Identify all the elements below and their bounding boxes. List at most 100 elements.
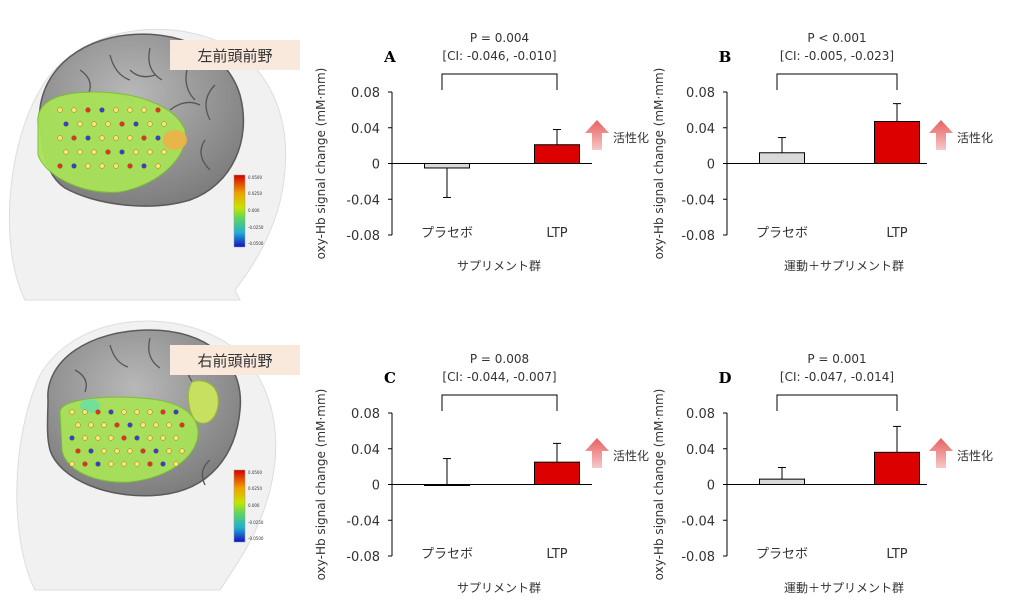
y-tick-label: 0.04 (351, 443, 380, 458)
channel-dot (153, 448, 159, 454)
category-label: プラセボ (421, 547, 473, 562)
y-tick-label: 0.08 (686, 86, 715, 101)
charts-layer: A 0.08 0.04 0 -0.04 -0.08 oxy-Hb signal change… (314, 31, 993, 595)
region-label: 左前頭前野 (197, 47, 272, 65)
channel-dot (121, 435, 127, 441)
region-label-box (170, 40, 300, 70)
channel-dot (147, 409, 153, 415)
category-label: LTP (546, 547, 567, 562)
channel-dot (95, 409, 101, 415)
scale-tick: -0.0250 (248, 225, 264, 230)
channel-dot (127, 422, 133, 428)
channel-dot (99, 107, 105, 113)
channel-dot (173, 435, 179, 441)
bar-placebo (759, 152, 805, 164)
y-tick-label: 0.04 (686, 122, 715, 137)
channel-dot (179, 448, 185, 454)
color-scale-bar (233, 469, 246, 543)
channel-dot (75, 422, 81, 428)
chart-panel-b: B 0.08 0.04 0 -0.04 -0.08 oxy-Hb signal change… (652, 31, 993, 273)
scale-tick: 0.000 (248, 208, 260, 213)
activation-label: 活性化 (957, 449, 993, 463)
channel-dot (127, 107, 133, 113)
y-tick-label: -0.08 (681, 229, 715, 244)
channel-dot (63, 149, 69, 155)
channel-dot (134, 461, 140, 467)
activation-overlay (59, 396, 199, 483)
channel-dot (173, 461, 179, 467)
significance-bracket (441, 73, 558, 90)
y-tick-label: 0 (707, 158, 715, 173)
channel-dot (155, 107, 161, 113)
y-tick-label: 0.08 (351, 407, 380, 422)
up-arrow-icon (929, 120, 953, 150)
channel-dot (91, 149, 97, 155)
channel-dot (82, 461, 88, 467)
bar-ltp (874, 120, 920, 164)
channel-dot (105, 121, 111, 127)
up-arrow-icon (585, 120, 609, 150)
channel-dot (141, 107, 147, 113)
chart-panel-a: A 0.08 0.04 0 -0.04 -0.08 oxy-Hb signal change… (314, 31, 649, 273)
y-axis-title: oxy-Hb signal change (mM·mm) (652, 389, 666, 581)
y-tick-label: 0.04 (351, 122, 380, 137)
channel-dot (166, 422, 172, 428)
channel-dot (77, 121, 83, 127)
channel-dot (160, 461, 166, 467)
channel-dot (99, 135, 105, 141)
channel-dot (113, 163, 119, 169)
significance-bracket (776, 73, 898, 90)
y-tick-label: -0.04 (346, 514, 380, 529)
channel-dot (160, 435, 166, 441)
channel-dot (173, 409, 179, 415)
channel-dot (75, 448, 81, 454)
y-axis-title: oxy-Hb signal change (mM·mm) (652, 68, 666, 260)
channel-dot (91, 121, 97, 127)
channel-dot (57, 135, 63, 141)
confidence-interval: [CI: -0.005, -0.023] (780, 49, 894, 63)
scale-tick: -0.0250 (248, 520, 264, 525)
scale-tick: 0.0250 (248, 191, 262, 196)
up-arrow-icon (585, 438, 609, 468)
y-tick-label: -0.04 (681, 514, 715, 529)
y-axis-title: oxy-Hb signal change (mM·mm) (314, 389, 328, 581)
channel-dot (141, 135, 147, 141)
x-axis-title: サプリメント群 (457, 259, 541, 273)
channel-dot (85, 135, 91, 141)
channel-dot (88, 422, 94, 428)
channel-dot (161, 149, 167, 155)
p-value: P = 0.004 (470, 31, 529, 45)
scale-tick: -0.0500 (248, 241, 264, 246)
channel-dot (82, 409, 88, 415)
region-label-box (170, 345, 300, 375)
channel-dot (71, 163, 77, 169)
channel-dots (57, 107, 167, 169)
scale-tick: 0.0500 (248, 175, 262, 180)
channel-dot (119, 149, 125, 155)
bar-ltp (874, 451, 920, 486)
panel-letter: B (719, 48, 732, 66)
y-tick-label: 0 (372, 158, 380, 173)
channel-dot (105, 149, 111, 155)
bar-placebo (759, 478, 805, 486)
x-axis-title: 運動＋サプリメント群 (784, 259, 904, 273)
x-axis-title: 運動＋サプリメント群 (784, 581, 904, 595)
channel-dot (69, 409, 75, 415)
channel-dot (99, 163, 105, 169)
y-tick-label: -0.08 (346, 229, 380, 244)
brain-panel-right: 右前頭前野 0.0500 0.0250 0.000 -0.0250 -0.050… (16, 320, 300, 591)
bar-ltp (534, 461, 580, 485)
channel-dot (155, 163, 161, 169)
channel-dot (77, 149, 83, 155)
channel-dot (63, 121, 69, 127)
confidence-interval: [CI: -0.046, -0.010] (442, 49, 556, 63)
channel-dot (101, 422, 107, 428)
channel-dots (69, 409, 185, 467)
channel-dot (108, 409, 114, 415)
channel-dot (127, 135, 133, 141)
significance-bracket (776, 394, 898, 411)
channel-dot (155, 135, 161, 141)
channel-dot (108, 435, 114, 441)
category-label: プラセボ (756, 226, 808, 241)
brain-panel-left: 左前頭前野 0.0500 0.0250 0.000 -0.0250 -0.050… (8, 28, 300, 301)
